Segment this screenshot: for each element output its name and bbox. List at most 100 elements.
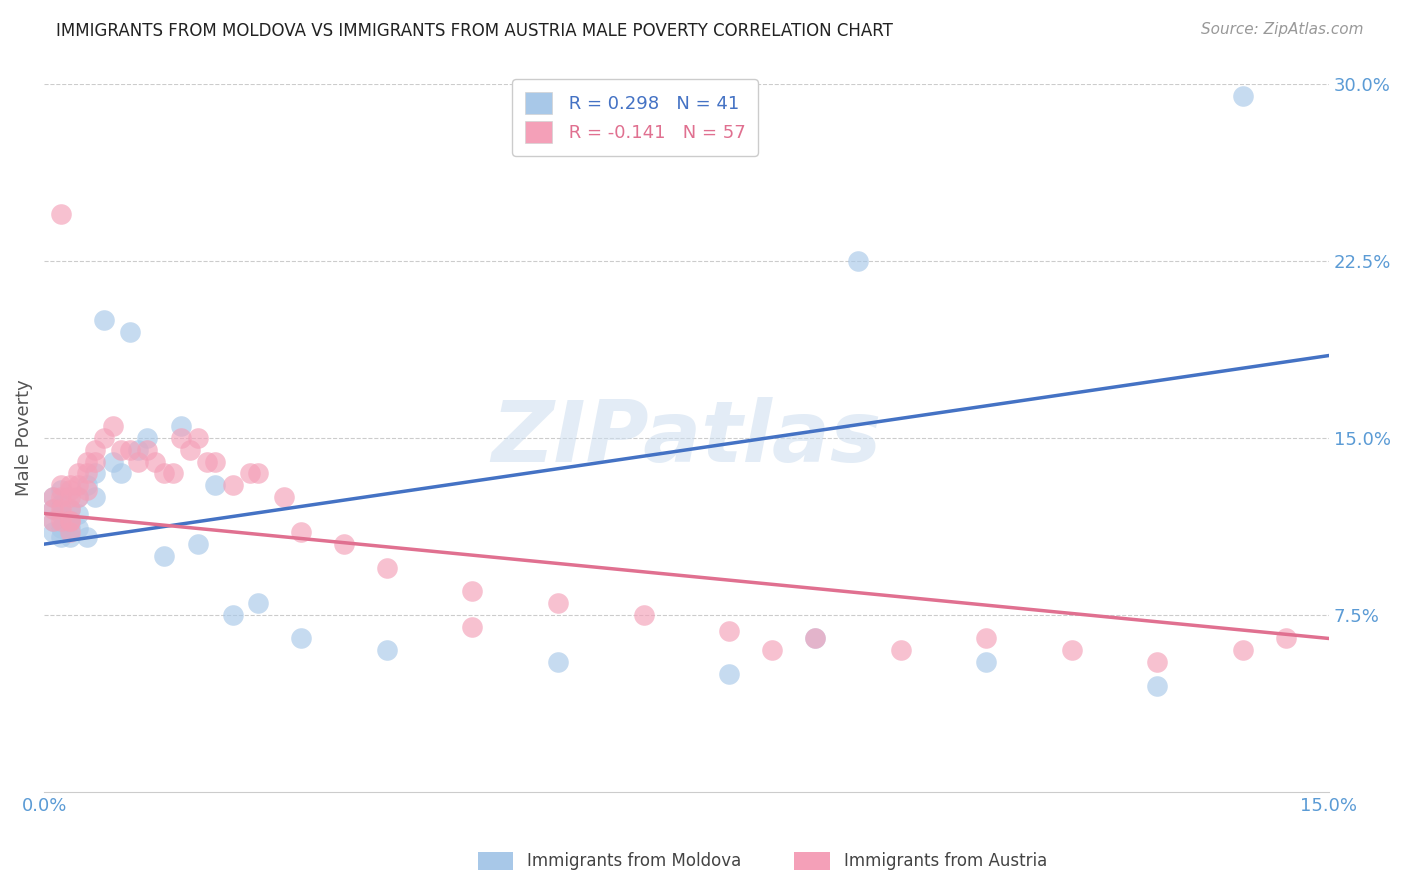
Point: [127, 455, 149, 469]
Point: [118, 325, 141, 339]
Point: [67, 490, 90, 504]
Point: [1146, 679, 1168, 693]
Point: [204, 478, 226, 492]
Point: [547, 655, 569, 669]
Point: [67, 490, 90, 504]
Point: [41, 514, 63, 528]
Point: [59, 478, 82, 492]
Point: [67, 478, 90, 492]
Point: [84, 490, 107, 504]
Point: [41, 525, 63, 540]
Point: [179, 442, 201, 457]
Point: [59, 525, 82, 540]
Point: [1232, 643, 1254, 657]
Point: [273, 490, 295, 504]
Point: [718, 624, 741, 639]
Point: [84, 455, 107, 469]
Point: [1232, 89, 1254, 103]
Point: [461, 584, 484, 599]
Point: [110, 442, 132, 457]
Text: ZIPatlas: ZIPatlas: [491, 397, 882, 480]
Point: [41, 490, 63, 504]
Point: [145, 455, 167, 469]
Point: [153, 467, 176, 481]
Point: [204, 455, 226, 469]
Point: [76, 530, 98, 544]
Point: [804, 632, 827, 646]
Point: [67, 521, 90, 535]
Text: Source: ZipAtlas.com: Source: ZipAtlas.com: [1201, 22, 1364, 37]
Point: [761, 643, 783, 657]
Point: [375, 560, 398, 574]
Point: [290, 632, 312, 646]
Point: [76, 478, 98, 492]
Point: [718, 666, 741, 681]
Point: [84, 467, 107, 481]
Point: [333, 537, 356, 551]
Point: [1275, 632, 1298, 646]
Point: [59, 483, 82, 497]
Point: [93, 313, 115, 327]
Point: [51, 501, 73, 516]
Point: [51, 521, 73, 535]
Point: [195, 455, 218, 469]
Point: [170, 431, 193, 445]
Point: [170, 419, 193, 434]
Text: IMMIGRANTS FROM MOLDOVA VS IMMIGRANTS FROM AUSTRIA MALE POVERTY CORRELATION CHAR: IMMIGRANTS FROM MOLDOVA VS IMMIGRANTS FR…: [56, 22, 893, 40]
Point: [51, 497, 73, 511]
Point: [51, 507, 73, 521]
Point: [59, 501, 82, 516]
Point: [974, 632, 997, 646]
Point: [247, 467, 270, 481]
Point: [290, 525, 312, 540]
Point: [59, 501, 82, 516]
Point: [375, 643, 398, 657]
Point: [118, 442, 141, 457]
Point: [247, 596, 270, 610]
Point: [135, 431, 157, 445]
Point: [890, 643, 912, 657]
Point: [76, 483, 98, 497]
Point: [153, 549, 176, 563]
Point: [76, 455, 98, 469]
Point: [51, 478, 73, 492]
Point: [461, 620, 484, 634]
Point: [41, 501, 63, 516]
Point: [51, 514, 73, 528]
Point: [633, 607, 655, 622]
Point: [67, 507, 90, 521]
Point: [76, 467, 98, 481]
Point: [162, 467, 184, 481]
Point: [51, 490, 73, 504]
Point: [59, 514, 82, 528]
Point: [221, 607, 243, 622]
Point: [84, 442, 107, 457]
Point: [93, 431, 115, 445]
Text: Immigrants from Moldova: Immigrants from Moldova: [527, 852, 741, 870]
Point: [51, 483, 73, 497]
Point: [135, 442, 157, 457]
Point: [59, 530, 82, 544]
Point: [59, 514, 82, 528]
Point: [221, 478, 243, 492]
Point: [127, 442, 149, 457]
Point: [41, 490, 63, 504]
Point: [1060, 643, 1083, 657]
Point: [846, 254, 869, 268]
Point: [59, 514, 82, 528]
Point: [804, 632, 827, 646]
Point: [101, 455, 124, 469]
Point: [41, 501, 63, 516]
Point: [974, 655, 997, 669]
Point: [59, 490, 82, 504]
Point: [51, 530, 73, 544]
Point: [59, 521, 82, 535]
Text: Immigrants from Austria: Immigrants from Austria: [844, 852, 1047, 870]
Legend:  R = 0.298   N = 41,  R = -0.141   N = 57: R = 0.298 N = 41, R = -0.141 N = 57: [512, 79, 758, 156]
Y-axis label: Male Poverty: Male Poverty: [15, 380, 32, 497]
Point: [239, 467, 262, 481]
Point: [547, 596, 569, 610]
Point: [187, 431, 209, 445]
Point: [187, 537, 209, 551]
Point: [101, 419, 124, 434]
